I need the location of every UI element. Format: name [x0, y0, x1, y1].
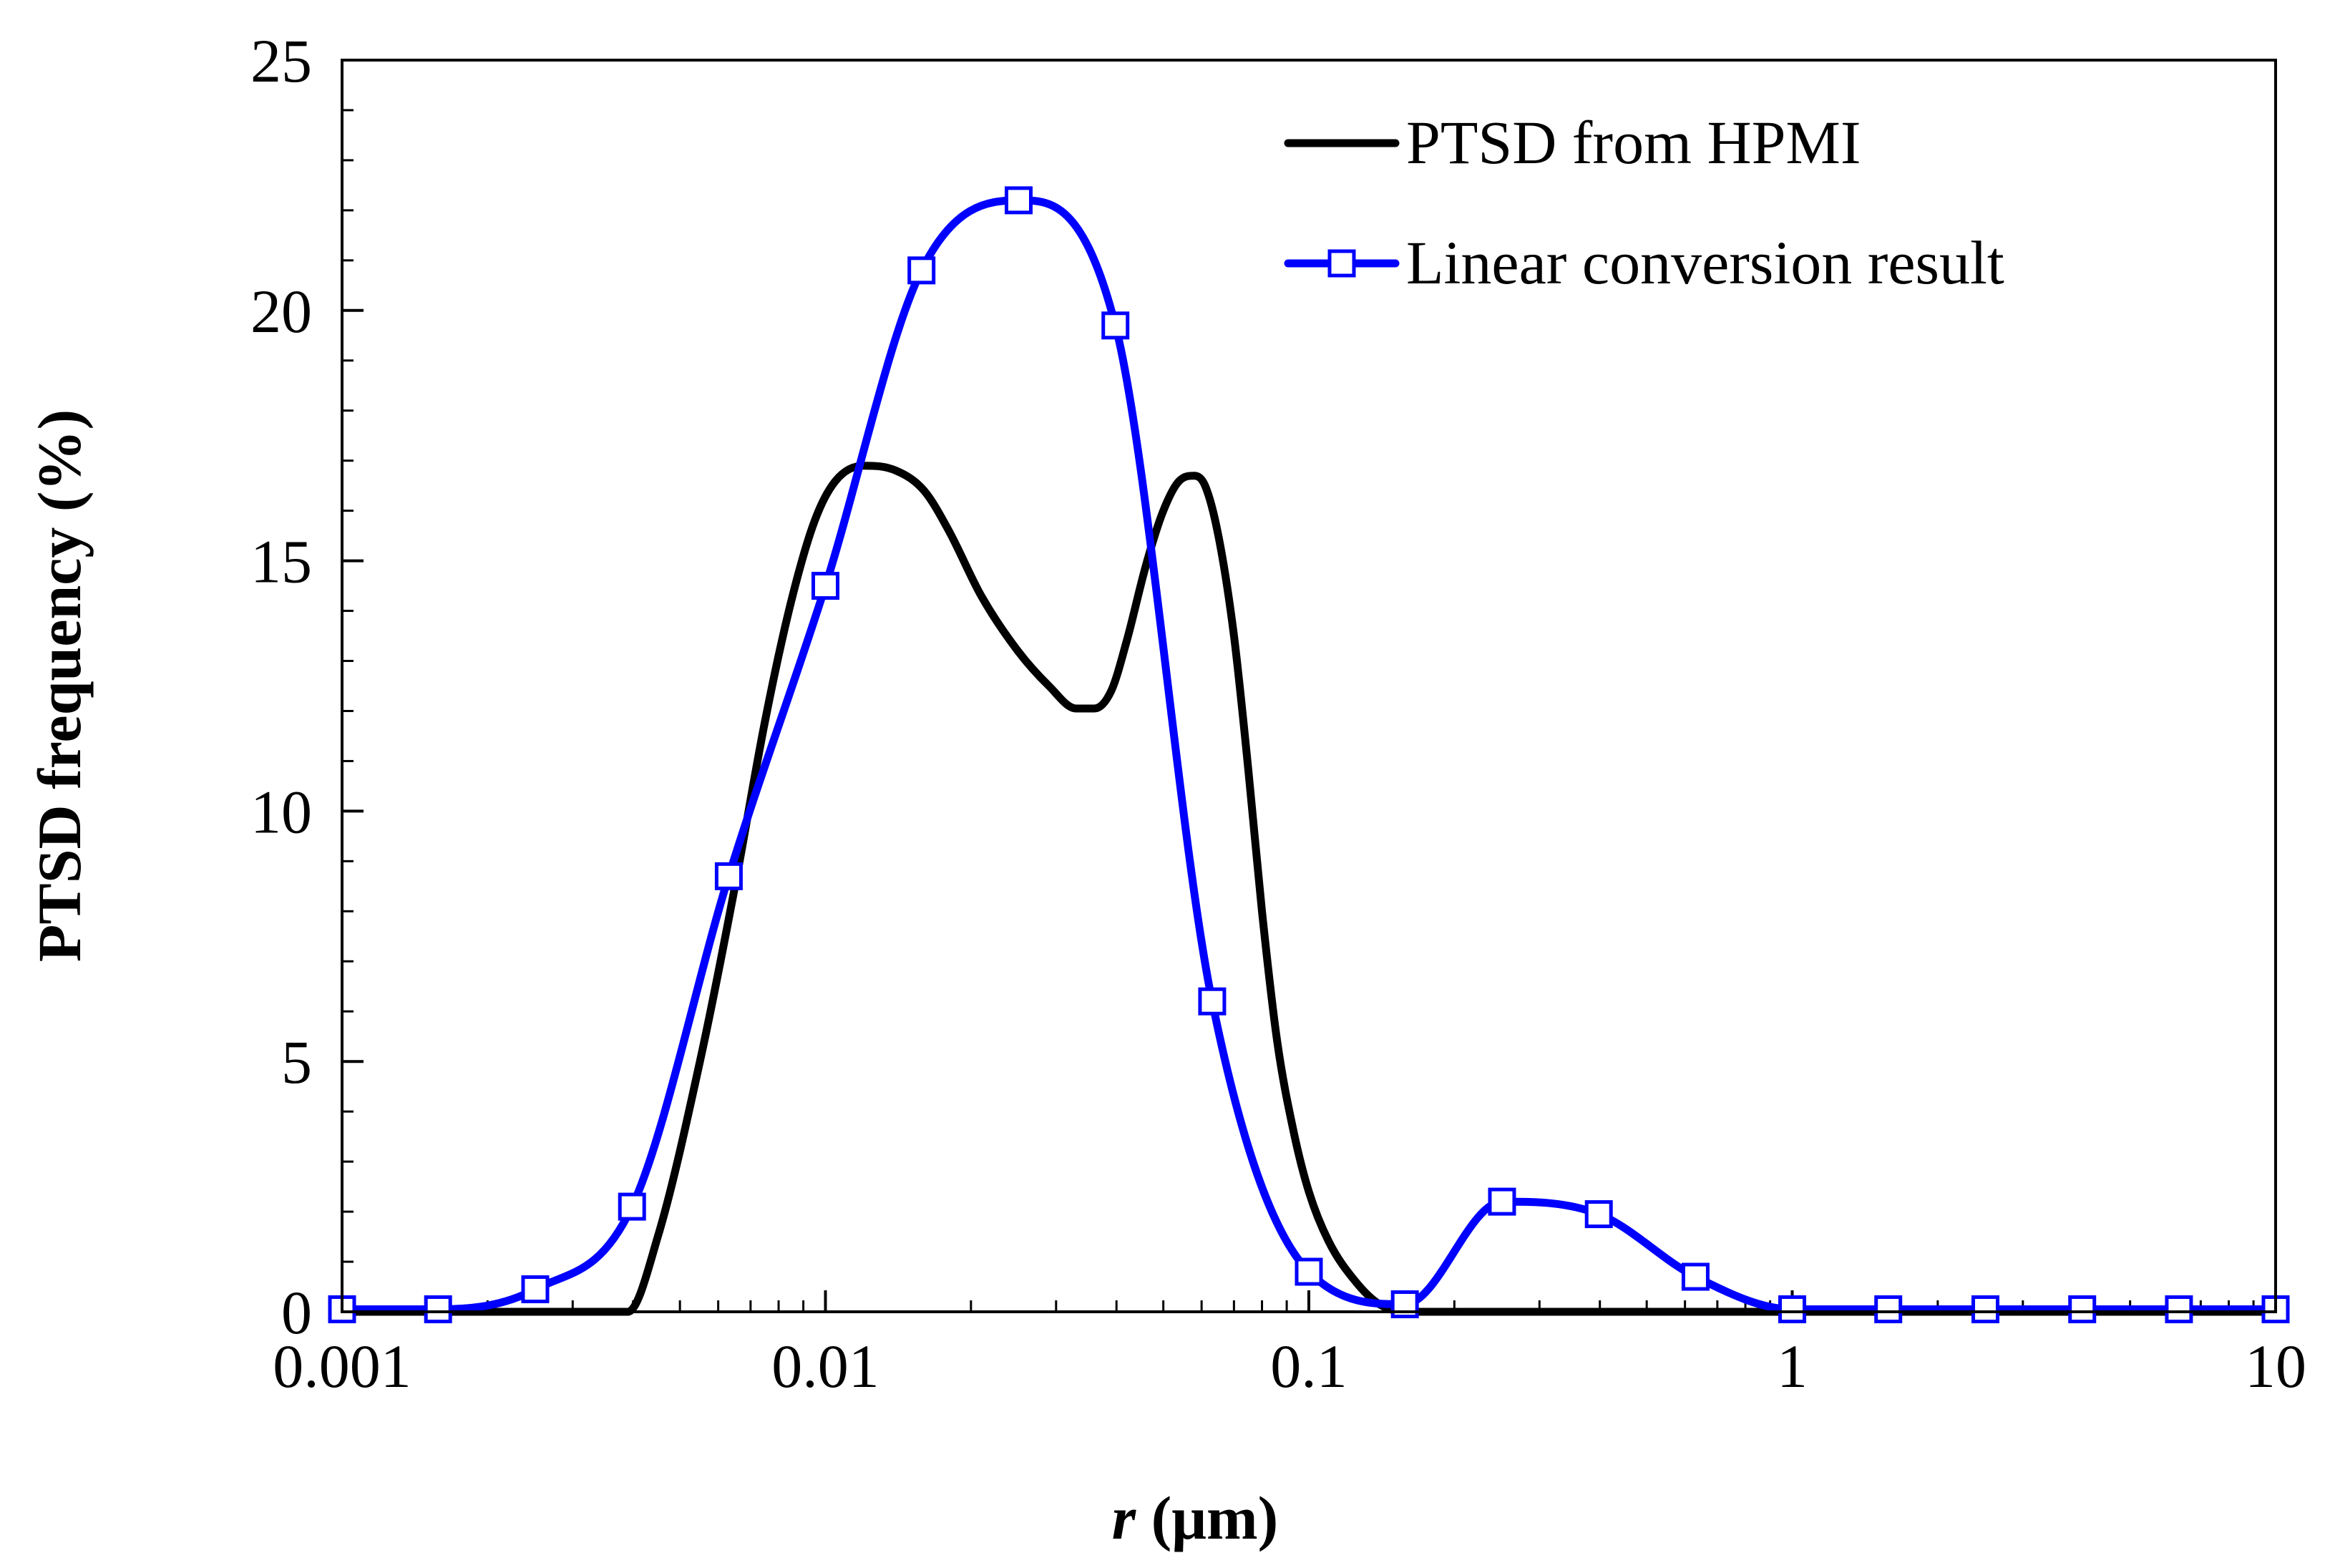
- y-tick-label: 10: [250, 777, 312, 846]
- legend-label-ptsd-from-hpmi: PTSD from HPMI: [1406, 108, 1861, 177]
- data-point-linear-conversion-result: [1004, 186, 1033, 215]
- y-tick-label: 25: [250, 26, 312, 95]
- data-point-linear-conversion-result: [2068, 1295, 2097, 1324]
- data-point-linear-conversion-result: [618, 1192, 646, 1221]
- data-point-linear-conversion-result: [1778, 1295, 1806, 1324]
- x-axis-unit: (μm): [1151, 1484, 1279, 1552]
- y-tick-label: 5: [281, 1028, 312, 1096]
- data-point-linear-conversion-result: [521, 1275, 550, 1304]
- data-point-linear-conversion-result: [1681, 1262, 1710, 1291]
- series-layer: [328, 186, 2290, 1324]
- data-point-linear-conversion-result: [907, 256, 936, 285]
- y-axis-tick-labels: 0 5 10 15 20 25: [250, 26, 312, 1347]
- data-point-linear-conversion-result: [1295, 1257, 1323, 1286]
- x-axis-variable: r: [1112, 1484, 1137, 1552]
- x-tick-label: 10: [2245, 1332, 2306, 1401]
- data-point-linear-conversion-result: [811, 572, 839, 600]
- data-point-linear-conversion-result: [1198, 987, 1227, 1016]
- series-line-linear-conversion-result: [338, 196, 2280, 1314]
- x-tick-label: 0.001: [273, 1332, 411, 1401]
- data-point-linear-conversion-result: [1971, 1295, 1999, 1324]
- data-point-linear-conversion-result: [1101, 311, 1130, 340]
- data-point-linear-conversion-result: [2165, 1295, 2193, 1324]
- x-axis-title: r (μm): [1112, 1484, 1279, 1552]
- y-tick-label: 15: [250, 527, 312, 596]
- legend-label-linear-conversion-result: Linear conversion result: [1406, 228, 2004, 297]
- legend: PTSD from HPMI Linear conversion result: [1284, 108, 2004, 297]
- x-tick-label: 1: [1777, 1332, 1808, 1401]
- y-axis-title: PTSD frequency (%): [25, 409, 94, 962]
- x-axis-tick-labels: 0.001 0.01 0.1 1 10: [273, 1332, 2306, 1401]
- plot-area-frame: [341, 59, 2277, 1313]
- data-point-linear-conversion-result: [424, 1295, 452, 1324]
- data-point-linear-conversion-result: [1488, 1187, 1516, 1216]
- x-tick-label: 0.01: [771, 1332, 879, 1401]
- y-tick-label: 20: [250, 277, 312, 346]
- x-tick-label: 0.1: [1270, 1332, 1347, 1401]
- data-point-linear-conversion-result: [714, 862, 743, 890]
- data-point-linear-conversion-result: [1874, 1295, 1903, 1324]
- legend-marker-linear-conversion-result: [1327, 249, 1356, 278]
- data-point-linear-conversion-result: [1584, 1200, 1613, 1229]
- y-tick-label: 0: [281, 1278, 312, 1347]
